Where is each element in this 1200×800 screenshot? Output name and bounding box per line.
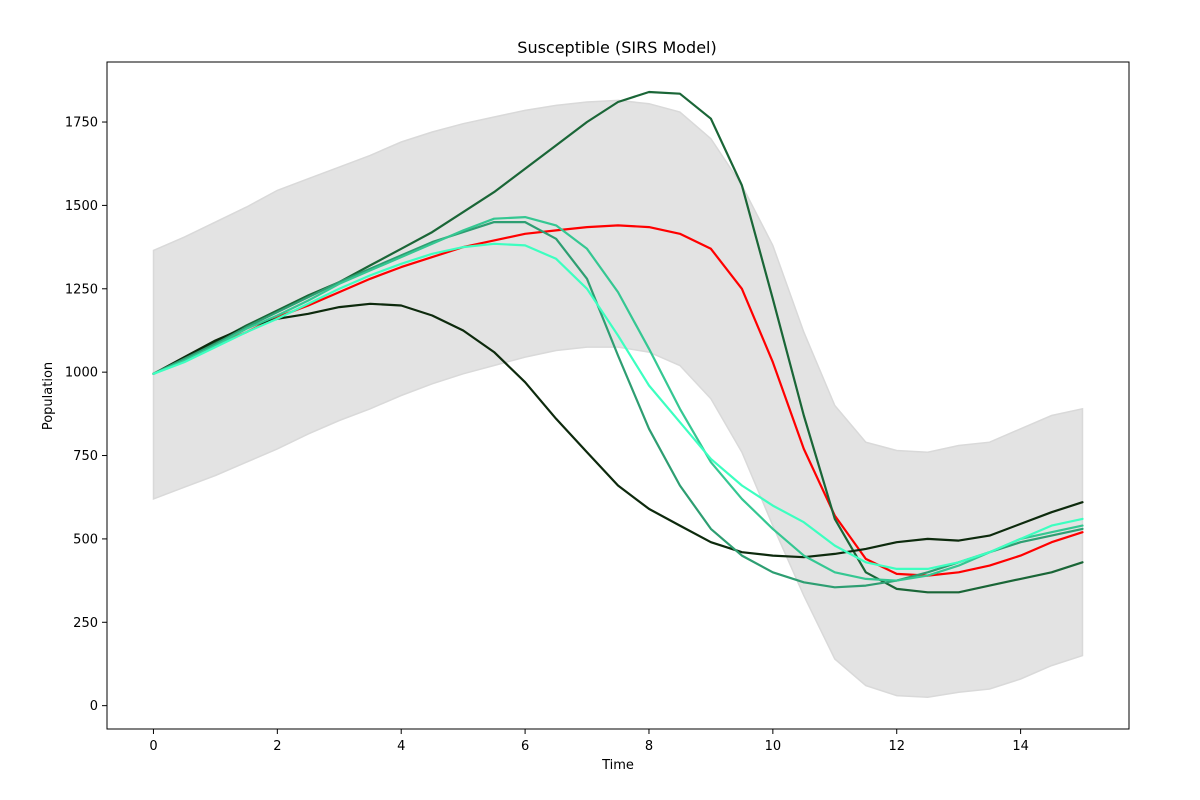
x-tick-label: 2 [273,739,281,754]
x-tick-label: 10 [765,739,782,754]
y-axis: 0 250 500 750 1000 1250 1500 1750 [65,116,107,714]
y-tick-label: 1000 [65,366,98,381]
series-line-3 [152,302,1084,559]
y-tick-label: 1500 [65,199,98,214]
series-line-4 [152,221,1084,589]
x-tick-label: 8 [645,739,653,754]
confidence-band-layer [152,99,1084,699]
x-tick-label: 6 [521,739,529,754]
x-tick-label: 4 [397,739,405,754]
y-tick-label: 250 [73,616,98,631]
x-axis: 0 2 4 6 8 10 12 14 [149,729,1029,754]
chart-title: Susceptible (SIRS Model) [517,38,716,57]
y-tick-label: 750 [73,449,98,464]
y-tick-label: 0 [90,699,98,714]
confidence-band [152,99,1084,699]
x-axis-label: Time [601,758,634,773]
series-line-5 [152,216,1084,582]
y-tick-label: 1250 [65,282,98,297]
x-tick-label: 14 [1012,739,1029,754]
y-tick-label: 500 [73,532,98,547]
series-line-6 [152,242,1084,571]
series-line-2 [152,90,1084,594]
series-layer [152,90,1084,594]
plot-frame [106,61,1130,730]
y-tick-label: 1750 [65,116,98,131]
y-axis-label: Population [41,362,56,430]
x-tick-label: 0 [149,739,157,754]
x-tick-label: 12 [888,739,905,754]
